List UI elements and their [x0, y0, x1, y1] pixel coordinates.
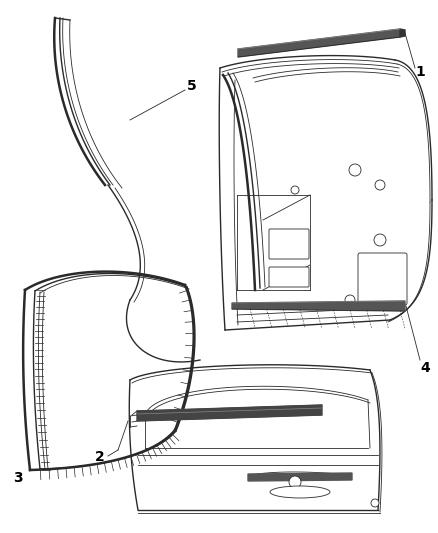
Text: 5: 5: [187, 79, 197, 93]
Polygon shape: [232, 301, 405, 311]
Text: 1: 1: [415, 65, 425, 79]
Circle shape: [373, 273, 383, 283]
Polygon shape: [248, 473, 352, 481]
Circle shape: [291, 186, 299, 194]
Circle shape: [371, 499, 379, 507]
FancyBboxPatch shape: [269, 229, 309, 259]
Polygon shape: [137, 405, 322, 421]
Text: 4: 4: [420, 361, 430, 375]
Ellipse shape: [270, 486, 330, 498]
Polygon shape: [400, 29, 405, 37]
Circle shape: [349, 164, 361, 176]
Circle shape: [289, 476, 301, 488]
Polygon shape: [238, 29, 400, 57]
Circle shape: [375, 180, 385, 190]
Circle shape: [345, 295, 355, 305]
FancyBboxPatch shape: [358, 253, 407, 305]
Circle shape: [374, 234, 386, 246]
FancyBboxPatch shape: [269, 267, 309, 287]
Text: 3: 3: [13, 471, 23, 485]
Text: 2: 2: [95, 450, 105, 464]
